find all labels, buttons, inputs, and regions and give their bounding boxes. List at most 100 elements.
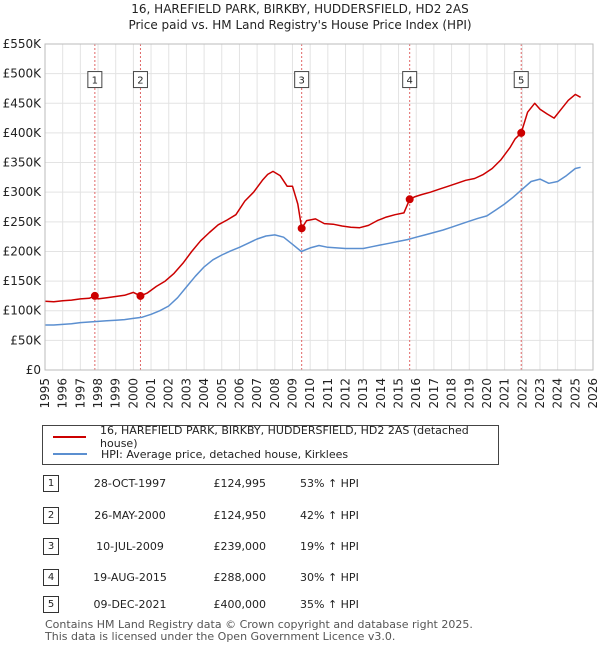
sale-hpi-change: 42% ↑ HPI [300,509,359,522]
x-tick-label: 2019 [462,378,476,409]
y-tick-label: £0 [26,363,41,377]
sale-date: 26-MAY-2000 [94,509,166,522]
x-tick-label: 2009 [285,378,299,409]
x-tick-label: 1996 [56,378,70,409]
sale-price: £124,950 [213,509,267,522]
sale-row: 4 19-AUG-2015 £288,000 30% ↑ HPI [0,569,600,589]
sale-point [136,291,145,300]
x-tick-label: 2021 [498,378,512,409]
x-tick-label: 2026 [586,378,600,409]
x-tick-label: 2002 [162,378,176,409]
sale-row: 3 10-JUL-2009 £239,000 19% ↑ HPI [0,538,600,558]
sale-price: £288,000 [213,571,267,584]
legend-swatch-property [53,436,87,438]
x-tick-label: 1997 [73,378,87,409]
chart-title-line2: Price paid vs. HM Land Registry's House … [128,18,472,32]
sale-point [297,224,306,233]
legend-label-property: 16, HAREFIELD PARK, BIRKBY, HUDDERSFIELD… [100,424,469,450]
sale-row: 2 26-MAY-2000 £124,950 42% ↑ HPI [0,507,600,527]
x-tick-label: 2024 [551,378,565,409]
y-tick-label: £500K [3,67,43,81]
legend-label-hpi: HPI: Average price, detached house, Kirk… [101,447,349,461]
sale-hpi-change: 19% ↑ HPI [300,540,359,553]
y-tick-label: £550K [3,37,43,51]
y-tick-label: £350K [3,156,43,170]
sale-price: £239,000 [213,540,267,553]
sale-point [90,291,99,300]
x-tick-label: 2017 [427,378,441,409]
x-tick-label: 2018 [445,378,459,409]
sale-marker-label: 4 [406,76,412,87]
sale-row: 1 28-OCT-1997 £124,995 53% ↑ HPI [0,475,600,495]
y-tick-label: £250K [3,215,43,229]
x-tick-label: 2020 [480,378,494,409]
plot-frame [44,43,594,371]
sale-date: 09-DEC-2021 [93,598,167,611]
x-tick-label: 2012 [339,378,353,409]
x-tick-label: 2006 [232,378,246,409]
sale-number-badge: 1 [43,475,59,492]
series-line [44,93,581,303]
y-tick-label: £150K [3,274,43,288]
sale-marker-label: 1 [92,76,98,87]
sale-marker-box [402,71,418,89]
x-tick-label: 2004 [197,378,211,409]
sale-point [517,128,526,137]
sale-marker-box [294,71,310,89]
sale-number-badge: 4 [43,569,59,586]
sale-row: 5 09-DEC-2021 £400,000 35% ↑ HPI [0,596,600,616]
chart-title-line1: 16, HAREFIELD PARK, BIRKBY, HUDDERSFIELD… [131,2,469,16]
legend-item-property: 16, HAREFIELD PARK, BIRKBY, HUDDERSFIELD… [53,424,498,450]
x-tick-label: 2001 [144,378,158,409]
x-tick-label: 2013 [356,378,370,409]
sale-marker-label: 3 [298,76,304,87]
sale-marker-box [132,71,148,89]
sale-date: 19-AUG-2015 [93,571,167,584]
y-tick-label: £400K [3,126,43,140]
x-tick-label: 2016 [409,378,423,409]
x-tick-label: 2008 [268,378,282,409]
x-tick-label: 2010 [303,378,317,409]
x-tick-label: 2000 [126,378,140,409]
sale-marker-box [513,71,529,89]
x-tick-label: 2014 [374,378,388,409]
x-tick-label: 2022 [515,378,529,409]
sale-price: £400,000 [213,598,267,611]
sale-number-badge: 5 [43,596,59,613]
legend-item-hpi: HPI: Average price, detached house, Kirk… [53,446,348,462]
y-tick-label: £50K [10,333,42,347]
legend-swatch-hpi [53,453,87,455]
sale-date: 10-JUL-2009 [96,540,164,553]
x-tick-label: 2011 [321,378,335,409]
x-tick-label: 2007 [250,378,264,409]
sale-hpi-change: 35% ↑ HPI [300,598,359,611]
y-tick-label: £100K [3,304,43,318]
x-tick-label: 2025 [568,378,582,409]
chart-legend: 16, HAREFIELD PARK, BIRKBY, HUDDERSFIELD… [42,424,499,465]
x-tick-label: 2005 [215,378,229,409]
sale-price: £124,995 [213,477,267,490]
sale-marker-label: 5 [518,76,524,87]
footer-line-copyright: Contains HM Land Registry data © Crown c… [45,618,473,631]
footer-line-licence: This data is licensed under the Open Gov… [45,630,396,643]
x-tick-label: 1995 [38,378,52,409]
x-tick-label: 2015 [392,378,406,409]
sale-number-badge: 3 [43,538,59,555]
x-tick-label: 1998 [91,378,105,409]
price-chart: £0 £50K £100K £150K £200K £250K £300K £350K £400… [3,37,600,409]
y-tick-label: £300K [3,185,43,199]
sale-marker-label: 2 [137,76,143,87]
x-tick-label: 1999 [109,378,123,409]
y-tick-label: £200K [3,244,43,258]
sale-number-badge: 2 [43,507,59,524]
sale-point [405,195,414,204]
sale-hpi-change: 53% ↑ HPI [300,477,359,490]
y-tick-label: £450K [3,96,43,110]
footer-attribution: Contains HM Land Registry data © Crown c… [45,619,473,643]
x-tick-label: 2003 [179,378,193,409]
sale-marker-box [87,71,103,89]
series-line [45,166,581,326]
x-tick-label: 2023 [533,378,547,409]
sale-hpi-change: 30% ↑ HPI [300,571,359,584]
sale-date: 28-OCT-1997 [93,477,167,490]
